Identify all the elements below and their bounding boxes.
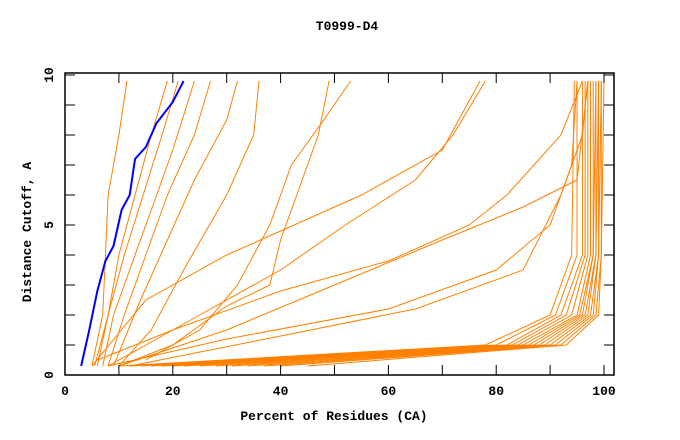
plot-frame (64, 72, 615, 376)
y-tick-label: 0 (42, 371, 57, 379)
x-tick-label: 100 (592, 384, 616, 399)
series-line-0 (91, 80, 128, 367)
axes: 0 20 40 60 80 100 0 5 10 (42, 67, 616, 399)
series-line-6 (118, 80, 260, 367)
x-tick-label: 20 (165, 384, 181, 399)
series-line-26 (264, 80, 602, 367)
series-group (80, 80, 605, 367)
highlight-series-line (80, 80, 185, 367)
x-tick-label: 40 (273, 384, 289, 399)
x-axis-label: Percent of Residues (CA) (240, 409, 427, 424)
series-line-12 (118, 80, 589, 367)
series-line-16 (129, 81, 578, 367)
series-line-9 (145, 80, 352, 361)
series-line-8 (118, 80, 330, 367)
series-line-17 (140, 81, 583, 367)
series-line-3 (102, 80, 195, 367)
x-tick-label: 0 (61, 384, 69, 399)
series-line-14 (129, 80, 589, 367)
series-line-18 (151, 81, 586, 367)
series-line-22 (199, 80, 597, 367)
series-line-2 (94, 80, 179, 367)
series-line-20 (172, 81, 592, 367)
series-line-15 (118, 80, 575, 367)
series-line-25 (248, 81, 600, 367)
y-axis-label: Distance Cutoff, A (20, 162, 35, 303)
series-line-21 (183, 81, 594, 367)
y-tick-label: 5 (42, 221, 57, 229)
series-line-23 (215, 81, 597, 367)
series-line-28 (307, 80, 605, 367)
series-line-19 (161, 81, 589, 367)
x-tick-label: 80 (488, 384, 504, 399)
chart-title: T0999-D4 (316, 19, 379, 34)
y-tick-label: 10 (42, 67, 57, 83)
series-line-10 (91, 80, 481, 367)
series-line-11 (97, 80, 583, 361)
series-line-5 (113, 80, 238, 367)
series-line-27 (280, 81, 602, 367)
series-line-4 (107, 80, 212, 367)
series-line-24 (232, 80, 600, 367)
x-tick-label: 60 (381, 384, 397, 399)
